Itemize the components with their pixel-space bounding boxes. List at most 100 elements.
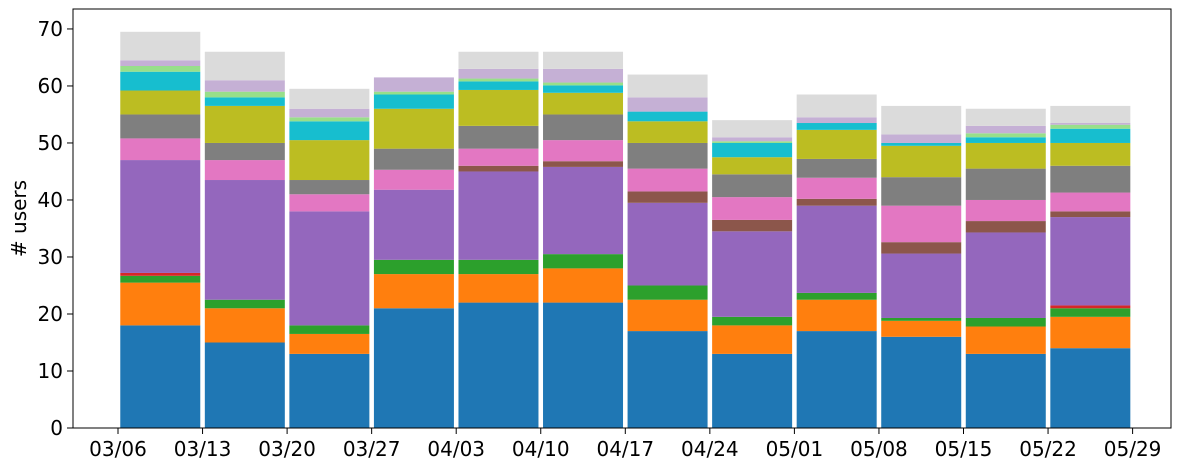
bar-segment-03-27-series-8 xyxy=(373,148,454,170)
bar-segment-05-22-series-11 xyxy=(1050,124,1131,129)
x-tick-label: 05/08 xyxy=(850,437,908,461)
bar-segment-03-27-series-2 xyxy=(373,274,454,309)
plot-frame xyxy=(72,8,1172,429)
bar-segment-03-13-series-1 xyxy=(204,342,285,428)
bar-segment-03-20-series-12 xyxy=(289,108,370,118)
bar-segment-05-15-series-12 xyxy=(965,125,1046,134)
bar-segment-04-03-series-11 xyxy=(458,78,539,82)
bar-segment-05-15-series-9 xyxy=(965,142,1046,169)
y-tick-label: 20 xyxy=(38,302,63,326)
bar-segment-05-22-series-10 xyxy=(1050,128,1131,143)
bar-segment-04-10-series-10 xyxy=(543,85,624,93)
bar-segment-04-24-series-2 xyxy=(712,325,793,354)
bar-segment-03-13-series-7 xyxy=(204,160,285,181)
bar-segment-05-08-series-13 xyxy=(881,105,962,135)
bar-segment-05-08-series-1 xyxy=(881,336,962,428)
bar-segment-04-10-series-11 xyxy=(543,82,624,86)
x-tick-label: 03/27 xyxy=(343,437,401,461)
bar-segment-04-03-series-9 xyxy=(458,89,539,126)
bar-segment-04-10-series-12 xyxy=(543,68,624,83)
bar-segment-05-22-series-13 xyxy=(1050,105,1131,124)
bar-segment-03-20-series-11 xyxy=(289,117,370,122)
bar-segment-04-10-series-5 xyxy=(543,166,624,255)
y-axis: 0 10 20 30 40 50 60 70 xyxy=(38,17,73,440)
bar-segment-03-20-series-10 xyxy=(289,121,370,141)
bar-segment-03-13-series-8 xyxy=(204,142,285,161)
x-tick-label: 05/22 xyxy=(1019,437,1077,461)
bar-segment-05-08-series-2 xyxy=(881,320,962,337)
bar-segment-04-10-series-9 xyxy=(543,92,624,115)
bar-segment-05-01-series-10 xyxy=(796,123,877,130)
bar-segment-04-03-series-2 xyxy=(458,274,539,303)
bar-segment-05-22-series-9 xyxy=(1050,142,1131,166)
bar-segment-04-24-series-7 xyxy=(712,197,793,220)
bar-segment-04-17-series-7 xyxy=(627,168,708,192)
bar-segment-05-08-series-8 xyxy=(881,177,962,206)
y-tick-label: 0 xyxy=(50,416,63,440)
bar-segment-03-27-series-5 xyxy=(373,189,454,260)
bar-segment-04-24-series-5 xyxy=(712,231,793,317)
bars-group xyxy=(120,31,1131,428)
bar-segment-05-22-series-4 xyxy=(1050,305,1131,309)
bar-segment-04-17-series-6 xyxy=(627,191,708,203)
bar-segment-05-08-series-7 xyxy=(881,205,962,243)
bar-segment-04-17-series-12 xyxy=(627,97,708,112)
bar-segment-05-08-series-10 xyxy=(881,142,962,146)
bar-segment-03-27-series-12 xyxy=(373,77,454,92)
bar-segment-03-06-series-9 xyxy=(120,90,201,115)
bar-segment-03-20-series-9 xyxy=(289,140,370,181)
bar-segment-04-03-series-1 xyxy=(458,302,539,428)
x-tick-label: 04/10 xyxy=(512,437,570,461)
bar-segment-04-17-series-2 xyxy=(627,299,708,332)
bar-segment-05-08-series-12 xyxy=(881,134,962,143)
bar-segment-05-15-series-2 xyxy=(965,326,1046,354)
x-tick-label: 05/15 xyxy=(935,437,993,461)
bar-segment-04-17-series-1 xyxy=(627,331,708,428)
y-axis-label: # users xyxy=(7,180,31,257)
bar-segment-03-13-series-10 xyxy=(204,97,285,106)
bar-segment-03-13-series-11 xyxy=(204,91,285,98)
bar-segment-04-17-series-8 xyxy=(627,142,708,169)
bar-segment-03-06-series-3 xyxy=(120,275,201,283)
bar-segment-04-24-series-12 xyxy=(712,137,793,142)
x-tick-label: 05/01 xyxy=(766,437,824,461)
y-tick-label: 10 xyxy=(38,359,63,383)
bar-segment-03-06-series-7 xyxy=(120,138,201,161)
bar-segment-04-10-series-13 xyxy=(543,51,624,69)
x-tick-label: 05/29 xyxy=(1104,437,1162,461)
bar-segment-03-06-series-4 xyxy=(120,272,201,276)
x-tick-label: 03/13 xyxy=(174,437,232,461)
bar-segment-04-17-series-5 xyxy=(627,202,708,286)
bar-segment-04-03-series-12 xyxy=(458,68,539,79)
bar-segment-05-08-series-5 xyxy=(881,253,962,318)
bar-segment-04-24-series-6 xyxy=(712,219,793,232)
bar-segment-03-13-series-9 xyxy=(204,105,285,143)
bar-segment-05-08-series-9 xyxy=(881,145,962,178)
bar-segment-05-01-series-13 xyxy=(796,94,877,118)
bar-segment-03-06-series-12 xyxy=(120,60,201,67)
bar-segment-04-24-series-3 xyxy=(712,316,793,326)
bar-segment-03-27-series-10 xyxy=(373,94,454,109)
bar-segment-04-17-series-10 xyxy=(627,111,708,122)
bar-segment-03-27-series-1 xyxy=(373,308,454,428)
bar-segment-05-01-series-9 xyxy=(796,129,877,159)
bar-segment-03-27-series-3 xyxy=(373,259,454,275)
bar-segment-04-24-series-8 xyxy=(712,174,793,198)
bar-segment-05-01-series-7 xyxy=(796,177,877,199)
bar-segment-05-15-series-7 xyxy=(965,199,1046,222)
bar-segment-04-10-series-7 xyxy=(543,140,624,162)
x-tick-label: 04/17 xyxy=(596,437,654,461)
bar-segment-04-17-series-9 xyxy=(627,121,708,143)
bar-segment-03-13-series-5 xyxy=(204,180,285,300)
bar-segment-04-10-series-8 xyxy=(543,114,624,141)
bar-segment-03-06-series-1 xyxy=(120,325,201,428)
y-tick-label: 60 xyxy=(38,74,63,98)
bar-segment-04-24-series-13 xyxy=(712,120,793,138)
bar-segment-05-22-series-5 xyxy=(1050,217,1131,306)
bar-segment-03-27-series-11 xyxy=(373,91,454,95)
bar-segment-04-03-series-10 xyxy=(458,81,539,90)
bar-segment-05-22-series-1 xyxy=(1050,348,1131,428)
bar-segment-03-06-series-8 xyxy=(120,114,201,139)
bar-segment-05-01-series-5 xyxy=(796,205,877,293)
